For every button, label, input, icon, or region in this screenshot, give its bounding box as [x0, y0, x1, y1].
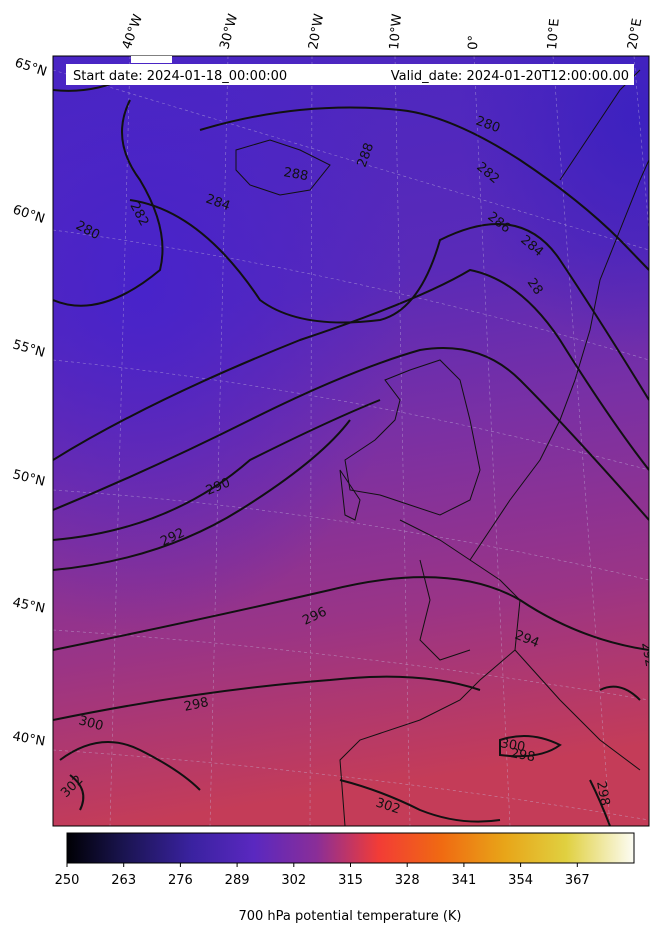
- colorbar-tick-label: 315: [338, 873, 363, 888]
- colorbar-ramp: [66, 832, 635, 864]
- coastlines: [235, 69, 649, 826]
- contour-label: 300: [499, 736, 526, 755]
- colorbar-ticks: 250 263 276 289 302 315 328 341 354 367: [55, 863, 590, 888]
- start-date: Start date: 2024-01-18_00:00:00: [73, 69, 287, 84]
- lon-label: 20°E: [625, 17, 645, 50]
- contours: [53, 69, 649, 826]
- colorbar-tick-label: 302: [281, 873, 306, 888]
- lat-label: 55°N: [11, 337, 47, 360]
- lon-label: 0°: [466, 35, 482, 50]
- contour-label: 300: [77, 713, 105, 734]
- contour-label: 288: [282, 165, 309, 184]
- lon-label: 10°E: [545, 18, 563, 50]
- info-box: [66, 64, 634, 85]
- colorbar-tick-label: 250: [55, 873, 80, 888]
- colorbar-tick-label: 276: [168, 873, 193, 888]
- contour-label: 298: [593, 780, 612, 807]
- colorbar: 250 263 276 289 302 315 328 341 354 367 700 hPa p…: [55, 832, 635, 924]
- contour-label: 298: [509, 746, 536, 765]
- colorbar-tick-label: 289: [225, 873, 250, 888]
- lat-label: 60°N: [11, 203, 47, 227]
- lat-label: 50°N: [11, 467, 46, 489]
- colorbar-tick-label: 263: [111, 873, 136, 888]
- lon-label: 40°W: [120, 12, 146, 51]
- graticule: [53, 56, 649, 826]
- lat-label: 65°N: [13, 56, 49, 80]
- colorbar-label: 700 hPa potential temperature (K): [238, 909, 461, 924]
- colorbar-tick-label: 367: [565, 873, 590, 888]
- lon-label: 30°W: [217, 12, 241, 51]
- contour-label: 298: [183, 695, 210, 715]
- colorbar-tick-label: 341: [451, 873, 476, 888]
- lon-label: 10°W: [387, 13, 405, 50]
- map-panel: 280 282 288 284 280 282 286 284 28 290 2…: [53, 56, 657, 826]
- lat-label: 45°N: [11, 595, 46, 616]
- longitude-labels: 40°W 30°W 20°W 10°W 0° 10°E 20°E: [120, 12, 646, 51]
- contour-label: 292: [638, 641, 657, 668]
- valid-date: Valid_date: 2024-01-20T12:00:00.00: [391, 69, 629, 84]
- colorbar-tick-label: 328: [395, 873, 420, 888]
- latitude-labels: 65°N 60°N 55°N 50°N 45°N 40°N: [11, 56, 49, 750]
- map-frame: [52, 55, 650, 827]
- contour-label: 302: [374, 796, 402, 818]
- lon-label: 20°W: [306, 13, 327, 51]
- colorbar-tick-label: 354: [508, 873, 533, 888]
- lat-label: 40°N: [11, 729, 46, 749]
